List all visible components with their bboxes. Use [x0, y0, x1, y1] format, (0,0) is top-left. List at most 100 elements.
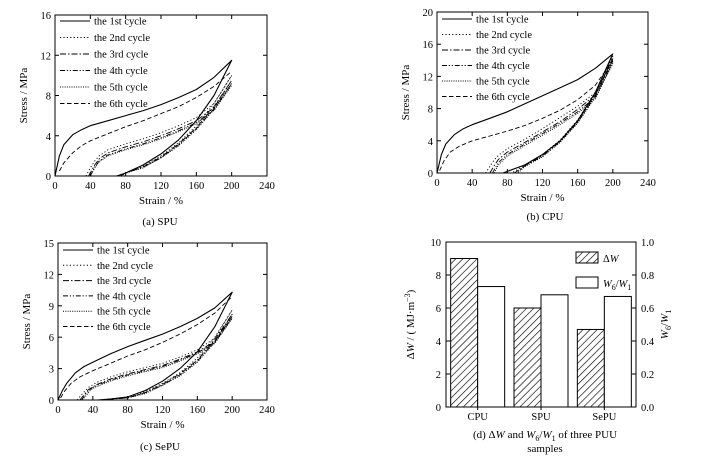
series-line-3	[79, 313, 233, 401]
y-tick-label: 12	[423, 72, 434, 83]
x-tick-label: SePU	[592, 412, 616, 423]
series-line-1	[54, 59, 233, 177]
x-tick-label: 80	[502, 178, 513, 189]
y-left-axis-label: ΔW / ( MJ·m−3)	[403, 289, 417, 359]
panel-a-caption: (a) SPU	[142, 216, 177, 228]
x-tick-label: 40	[85, 181, 96, 192]
panel-sepu: 0 40 80 120 160 200 240 0 3 6 9 12 15 Strain / % Stres…	[21, 239, 275, 431]
x-tick-label: 120	[153, 181, 169, 192]
x-tick-label: 200	[605, 178, 621, 189]
series-line-6	[60, 296, 233, 399]
x-tick-label: 200	[224, 181, 240, 192]
y-tick-label: 6	[49, 333, 54, 344]
plot-frame	[436, 11, 649, 174]
y-right-axis-label: W6/W1	[659, 310, 673, 339]
x-tick-label: 80	[122, 405, 133, 416]
legend-label-5: the 5th cycle	[476, 77, 530, 88]
legend-label-1: the 1st cycle	[94, 17, 147, 28]
legend-label-1: the 1st cycle	[476, 15, 529, 26]
series-line-4	[492, 60, 614, 174]
legend-label-w6w1: W6/W1	[603, 279, 631, 292]
y-right-tick-label: 0.0	[641, 403, 654, 414]
y-left-tick-label: 8	[436, 271, 441, 282]
y-right-tick-label: 0.8	[641, 271, 654, 282]
x-tick-label: 80	[120, 181, 131, 192]
series-line-5	[82, 317, 233, 401]
plot-frame	[57, 242, 268, 401]
y-tick-label: 16	[423, 40, 434, 51]
x-tick-label: 0	[434, 178, 439, 189]
panel-bar-comparison: 0 2 4 6 8 10 0.0 0.2 0.4 0.6 0.8 1.0 CPU SPU SePU ΔW / …	[403, 238, 673, 423]
y-right-tick-label: 0.2	[641, 370, 654, 381]
x-tick-label: 40	[88, 405, 99, 416]
panel-c-caption: (c) SePU	[140, 441, 180, 453]
x-axis-label: Strain / %	[139, 195, 183, 207]
y-tick-label: 0	[49, 396, 54, 407]
y-tick-label: 8	[46, 92, 51, 103]
x-tick-label: 240	[259, 405, 275, 416]
bar-delta-w-sepu	[576, 328, 605, 408]
x-tick-label: 240	[259, 181, 275, 192]
y-tick-label: 9	[49, 302, 54, 313]
x-tick-label: CPU	[467, 412, 488, 423]
series-line-2	[85, 74, 233, 177]
y-left-tick-label: 10	[431, 238, 442, 249]
x-tick-label: 160	[189, 405, 205, 416]
x-tick-label: 200	[224, 405, 240, 416]
x-tick-label: 0	[55, 405, 60, 416]
legend-label-delta-w: ΔW	[603, 254, 620, 265]
bar-delta-w-spu	[513, 307, 542, 408]
y-tick-label: 0	[428, 169, 433, 180]
legend-label-3: the 3rd cycle	[97, 276, 152, 287]
legend-label-2: the 2nd cycle	[476, 30, 532, 41]
series-line-2	[485, 55, 614, 174]
legend-label-6: the 6th cycle	[476, 92, 530, 103]
y-right-tick-label: 1.0	[641, 238, 654, 249]
series-line-6	[439, 60, 614, 171]
y-tick-label: 12	[44, 270, 55, 281]
y-right-tick-label: 0.4	[641, 337, 655, 348]
legend-label-2: the 2nd cycle	[97, 261, 153, 272]
series-line-5	[89, 84, 233, 177]
series-line-3	[88, 79, 233, 177]
panel-b-caption: (b) CPU	[527, 211, 564, 223]
legend-label-4: the 4th cycle	[94, 66, 148, 77]
series-line-1	[57, 291, 233, 401]
y-left-tick-label: 4	[436, 337, 442, 348]
y-right-tick-label: 0.6	[641, 304, 654, 315]
legend-label-4: the 4th cycle	[476, 61, 530, 72]
x-axis-label: Strain / %	[141, 419, 185, 431]
panel-d-caption-line2: samples	[527, 443, 562, 455]
y-left-tick-label: 0	[436, 403, 441, 414]
x-tick-label: 160	[570, 178, 586, 189]
series-line-5	[493, 63, 614, 174]
x-tick-label: 120	[535, 178, 551, 189]
bar-w6w1-spu	[540, 294, 569, 408]
y-tick-label: 4	[46, 132, 52, 143]
x-tick-label: 120	[155, 405, 171, 416]
bar-delta-w-cpu	[450, 258, 479, 408]
panel-spu: 0 40 80 120 160 200 240 0 4 8 12 16 Strain / % Stress…	[18, 11, 275, 207]
x-tick-label: 160	[188, 181, 204, 192]
y-tick-label: 0	[46, 172, 51, 183]
y-tick-label: 20	[423, 8, 434, 19]
y-tick-label: 4	[428, 137, 434, 148]
x-tick-label: SPU	[531, 412, 551, 423]
x-axis-label: Strain / %	[521, 192, 565, 204]
legend-label-3: the 3rd cycle	[476, 46, 531, 57]
legend-label-3: the 3rd cycle	[94, 50, 149, 61]
panel-d-caption: (d) ΔW and W6/W1 of three PUU	[473, 429, 617, 443]
y-left-tick-label: 6	[436, 304, 441, 315]
legend-label-5: the 5th cycle	[94, 83, 148, 94]
y-tick-label: 8	[428, 105, 433, 116]
legend-swatch-w6w1	[575, 276, 599, 289]
y-axis-label: Stress / MPa	[21, 294, 33, 350]
plot-frame	[54, 14, 268, 177]
bar-w6w1-cpu	[477, 286, 506, 408]
series-line-6	[59, 70, 232, 172]
series-line-2	[76, 309, 233, 401]
legend-label-2: the 2nd cycle	[94, 33, 150, 44]
legend-label-4: the 4th cycle	[97, 291, 151, 302]
y-axis-label: Stress / MPa	[18, 68, 30, 124]
